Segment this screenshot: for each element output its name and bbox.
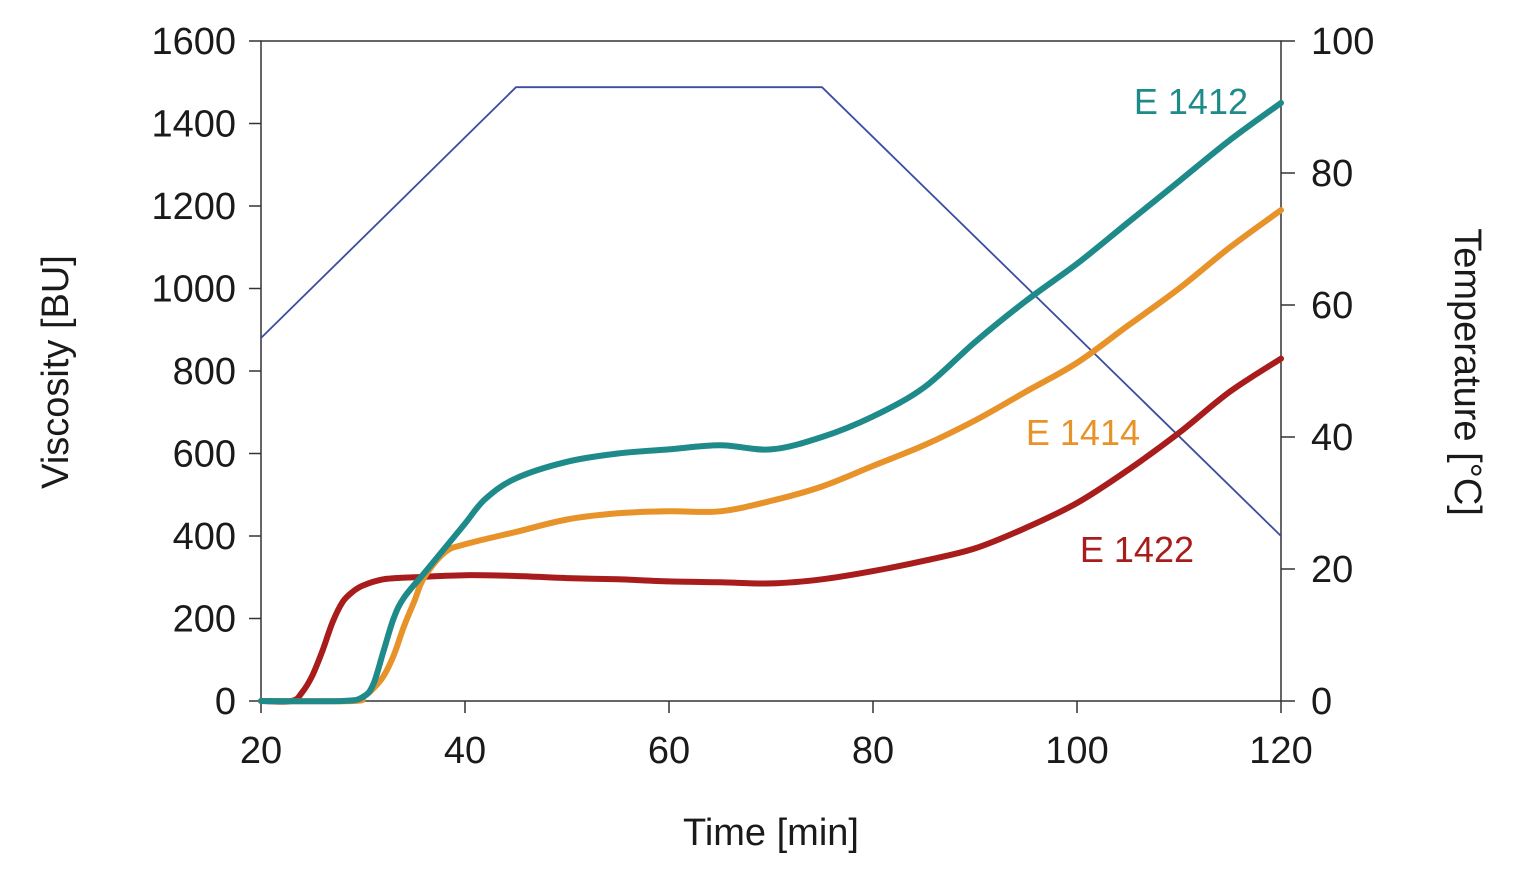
series-label-e1422: E 1422	[1080, 529, 1194, 570]
series-line-e1422	[258, 355, 1284, 705]
x-tick-label: 80	[852, 730, 894, 772]
y2-tick-label: 20	[1311, 549, 1353, 591]
axes: 20 40 60 80 100 12002004006008001000120014001…	[151, 21, 1374, 772]
series-labels: E 1412 E 1414 E 1422	[1026, 81, 1248, 570]
y-tick-label: 1000	[151, 269, 236, 311]
x-tick-label: 20	[240, 730, 282, 772]
y-tick-label: 1400	[151, 104, 236, 146]
y2-axis-title: Temperature [°C]	[1446, 228, 1488, 516]
y-tick-label: 400	[173, 516, 236, 558]
y2-tick-label: 0	[1311, 681, 1332, 723]
series-label-e1414: E 1414	[1026, 412, 1140, 453]
x-axis-title: Time [min]	[683, 812, 859, 854]
y2-tick-label: 40	[1311, 417, 1353, 459]
y-tick-label: 1200	[151, 186, 236, 228]
series-label-e1412: E 1412	[1134, 81, 1248, 122]
y2-tick-label: 60	[1311, 285, 1353, 327]
x-tick-label: 120	[1249, 730, 1312, 772]
y-tick-label: 1600	[151, 21, 236, 63]
y2-tick-label: 80	[1311, 153, 1353, 195]
x-tick-label: 60	[648, 730, 690, 772]
series-line-e1412	[258, 99, 1284, 705]
y-tick-label: 800	[173, 351, 236, 393]
x-tick-label: 40	[444, 730, 486, 772]
series-line-e1414	[258, 207, 1284, 705]
x-tick-label: 100	[1045, 730, 1108, 772]
y-tick-label: 600	[173, 434, 236, 476]
y-axis-title: Viscosity [BU]	[35, 255, 77, 489]
temperature-line	[260, 86, 1282, 537]
y2-tick-label: 100	[1311, 21, 1374, 63]
y-tick-label: 0	[215, 681, 236, 723]
series-lines	[258, 86, 1284, 705]
y-tick-label: 200	[173, 599, 236, 641]
